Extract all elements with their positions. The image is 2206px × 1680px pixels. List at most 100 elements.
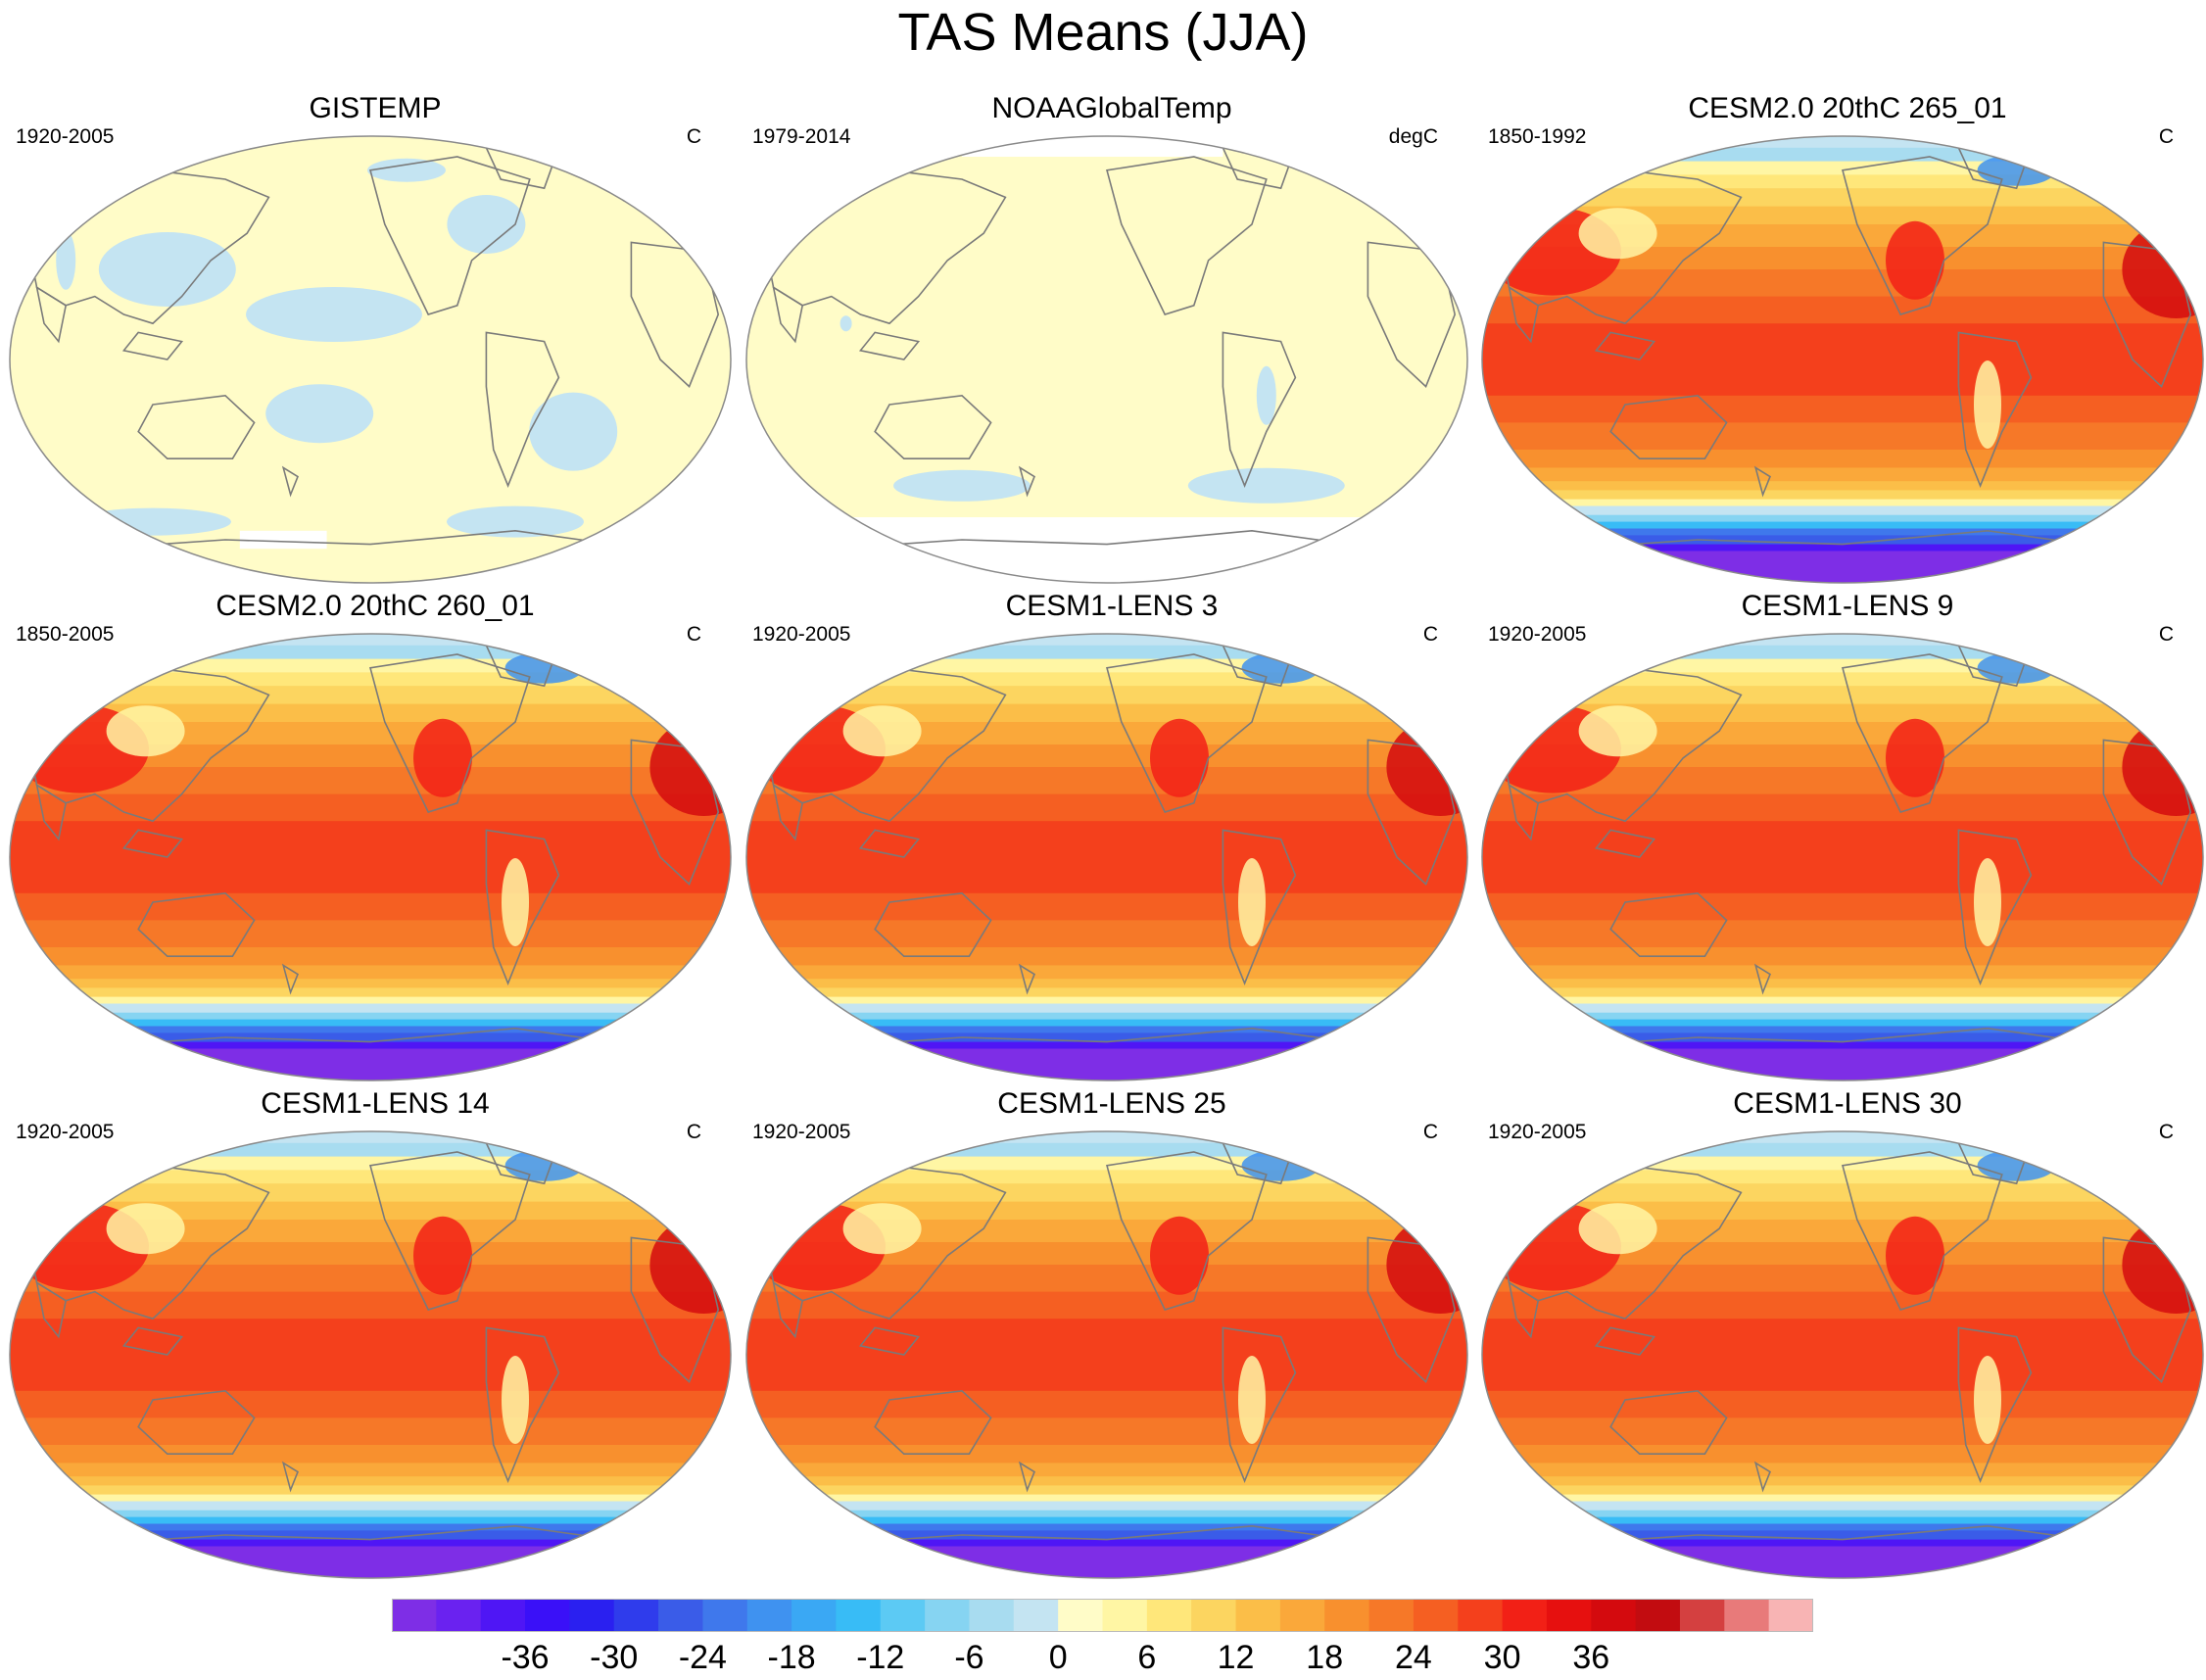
coastline [1841, 653, 2003, 813]
panel-units: C [686, 1121, 701, 1143]
coastline [1018, 963, 1035, 995]
colorbar-swatch [1013, 1599, 1059, 1632]
map-panel: GISTEMP 1920-2005 C [8, 90, 743, 600]
world-map [745, 135, 1468, 584]
colorbar-swatch [613, 1599, 659, 1632]
panel-period: 1920-2005 [16, 1121, 115, 1143]
colorbar-tick-label: 30 [1483, 1639, 1521, 1676]
panel-units: C [2158, 125, 2174, 148]
map-border [1481, 135, 2204, 584]
coastline [485, 1326, 560, 1483]
map-border [9, 135, 732, 584]
map-panel: CESM2.0 20thC 265_01 1850-1992 C [1480, 90, 2206, 600]
temperature-field [746, 136, 1467, 583]
map-border [745, 135, 1468, 584]
colorbar-tick-label: -6 [954, 1639, 984, 1676]
coastline [772, 783, 804, 841]
coastline [35, 285, 68, 344]
coastline [1508, 783, 1540, 841]
coastline [1018, 465, 1035, 498]
coastline [368, 653, 531, 813]
colorbar-tick-label: 6 [1137, 1639, 1157, 1676]
panel-period: 1850-1992 [1488, 125, 1587, 148]
panel-title: NOAAGlobalTemp [991, 92, 1232, 124]
coastline [874, 1389, 992, 1455]
world-map [745, 633, 1468, 1081]
colorbar-swatch [836, 1599, 882, 1632]
coastline [772, 1280, 804, 1339]
colorbar-tick-label: 36 [1572, 1639, 1610, 1676]
colorbar-swatch [925, 1599, 970, 1632]
colorbar-swatch [791, 1599, 837, 1632]
coastline [35, 1280, 68, 1339]
colorbar-swatch [1591, 1599, 1637, 1632]
coastline [858, 1326, 921, 1356]
coastline [1508, 1280, 1540, 1339]
coastline [94, 1524, 647, 1545]
panel-period: 1920-2005 [1488, 1121, 1587, 1143]
map-border [745, 633, 1468, 1081]
colorbar-swatch [392, 1599, 437, 1632]
map-border [745, 1130, 1468, 1579]
colorbar-swatch [746, 1599, 792, 1632]
coastline [1753, 465, 1771, 498]
colorbar-swatch [480, 1599, 526, 1632]
panel-title: CESM1-LENS 3 [1005, 590, 1219, 622]
colorbar-swatch [1191, 1599, 1237, 1632]
colorbar-tick-label: 12 [1217, 1639, 1255, 1676]
colorbar-swatch [1724, 1599, 1770, 1632]
colorbar-tick-label: -36 [501, 1639, 550, 1676]
coastline [858, 331, 921, 360]
panel-units: C [2158, 1121, 2174, 1143]
coastline [874, 394, 992, 459]
temperature-field [10, 136, 731, 583]
coastline [94, 529, 647, 550]
colorbar-swatch [1768, 1599, 1813, 1632]
world-map [1481, 633, 2204, 1081]
colorbar-tick-label: -18 [767, 1639, 816, 1676]
map-panel: CESM2.0 20thC 260_01 1850-2005 C [8, 588, 743, 1097]
coastline [1957, 829, 2033, 985]
coastline [1594, 331, 1656, 360]
coastline [1841, 156, 2003, 315]
coastline [1105, 1151, 1268, 1311]
coastline [281, 1461, 299, 1493]
coastline [1508, 285, 1540, 344]
colorbar-swatch [1146, 1599, 1192, 1632]
panel-period: 1920-2005 [752, 623, 851, 646]
temperature-field [746, 1131, 1467, 1578]
colorbar-swatch [1235, 1599, 1281, 1632]
world-map [9, 1130, 732, 1579]
colorbar-swatch [1458, 1599, 1504, 1632]
map-border [1481, 633, 2204, 1081]
colorbar-swatch [880, 1599, 926, 1632]
panel-units: C [1422, 1121, 1438, 1143]
coastline [121, 1326, 184, 1356]
colorbar-swatch [1679, 1599, 1725, 1632]
colorbar-swatch [1546, 1599, 1592, 1632]
world-map [1481, 1130, 2204, 1579]
panel-units: C [2158, 623, 2174, 646]
colorbar-swatch [1058, 1599, 1103, 1632]
coastline [1018, 1461, 1035, 1493]
coastline [1753, 963, 1771, 995]
panel-title: CESM1-LENS 30 [1733, 1087, 1962, 1120]
coastline [1566, 1027, 2119, 1047]
world-map [1481, 135, 2204, 584]
coastline [281, 465, 299, 498]
coastline [121, 829, 184, 858]
panel-title: CESM1-LENS 9 [1741, 590, 1954, 622]
panel-period: 1920-2005 [752, 1121, 851, 1143]
colorbar [392, 1599, 1813, 1632]
colorbar-swatch [658, 1599, 703, 1632]
colorbar-swatch [702, 1599, 748, 1632]
colorbar-tick-label: -30 [590, 1639, 639, 1676]
colorbar-swatch [1279, 1599, 1325, 1632]
coastline [1609, 891, 1728, 957]
panel-title: CESM1-LENS 14 [261, 1087, 490, 1120]
panel-period: 1920-2005 [16, 125, 115, 148]
panel-period: 1979-2014 [752, 125, 851, 148]
coastline [1105, 653, 1268, 813]
panel-period: 1850-2005 [16, 623, 115, 646]
world-map [9, 135, 732, 584]
